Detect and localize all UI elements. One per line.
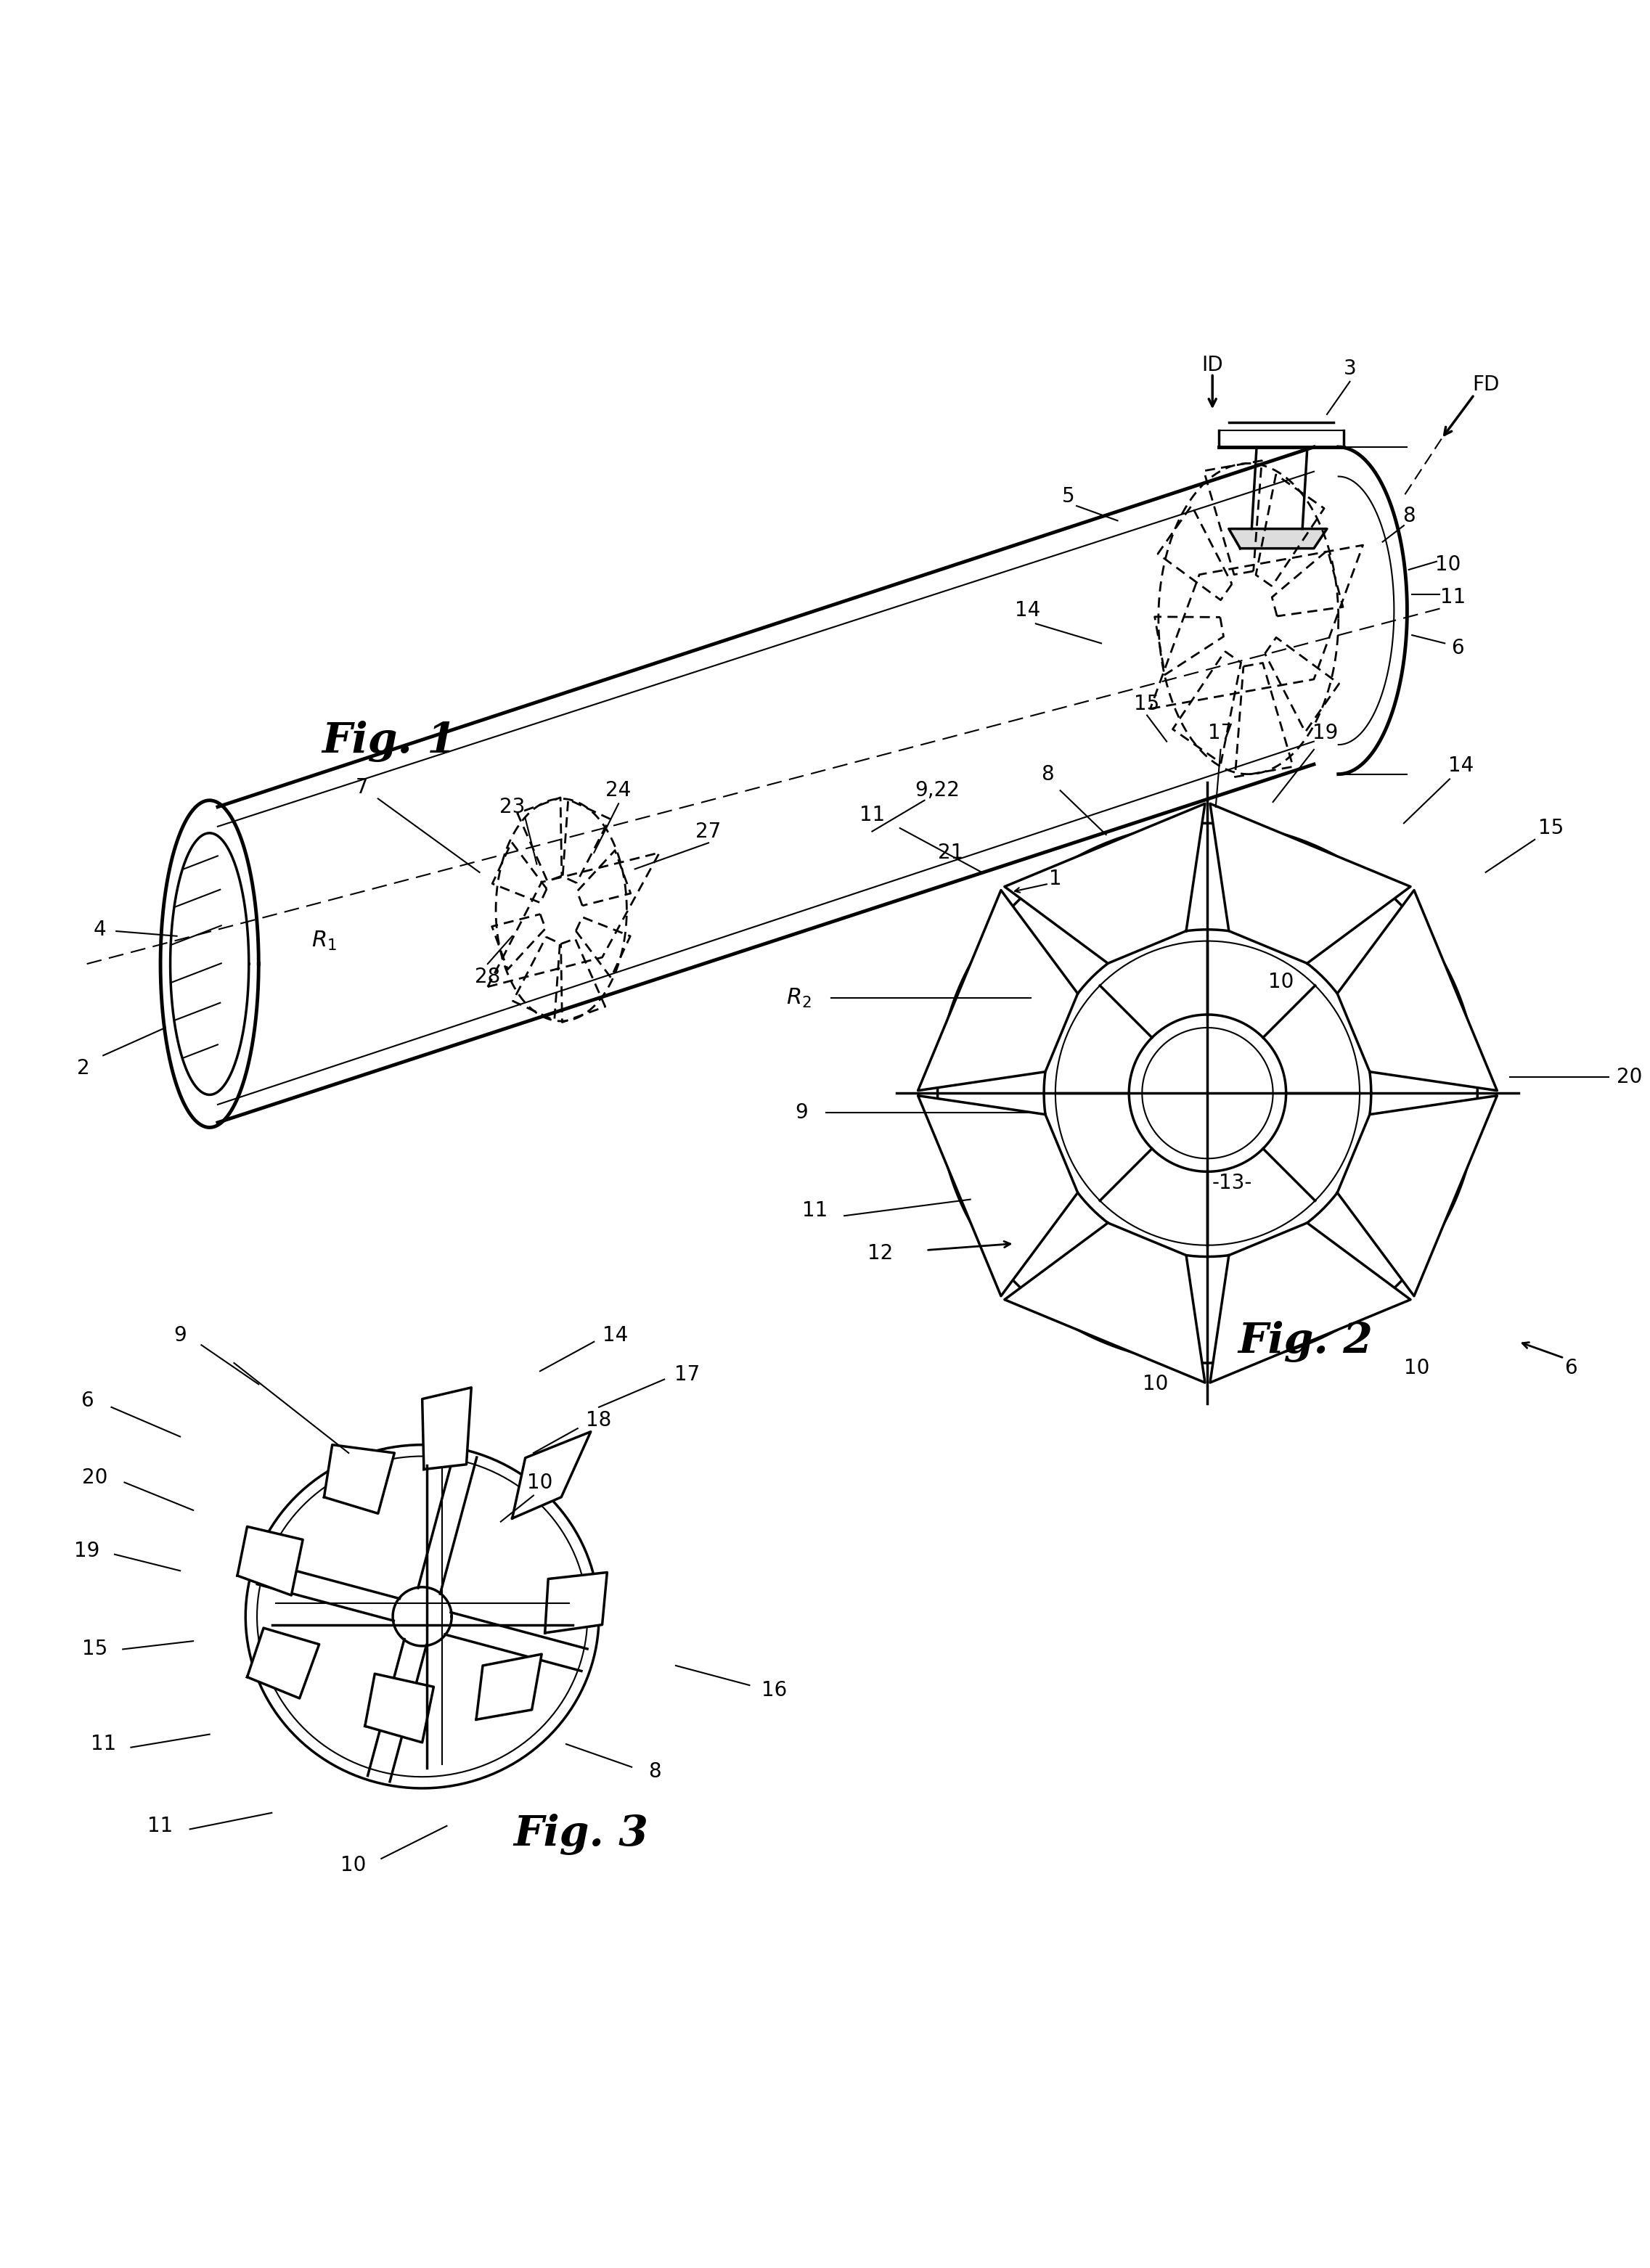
Text: 11: 11 [91,1735,116,1753]
Text: 23: 23 [500,796,525,816]
Text: 16: 16 [761,1681,787,1701]
Text: $R_2$: $R_2$ [785,987,812,1009]
Text: 6: 6 [81,1390,94,1411]
Polygon shape [917,1095,1077,1295]
Text: 14: 14 [602,1325,629,1345]
Text: 21: 21 [937,841,964,862]
Text: 9: 9 [173,1325,186,1345]
Polygon shape [544,1572,607,1633]
Text: 28: 28 [475,966,500,987]
Text: Fig. 1: Fig. 1 [322,721,457,762]
Text: 8: 8 [1041,764,1054,785]
Polygon shape [477,1653,541,1719]
Polygon shape [1209,1222,1411,1383]
Text: 10: 10 [1142,1374,1168,1395]
Text: $R_1$: $R_1$ [312,930,337,953]
Text: 10: 10 [340,1855,366,1876]
Text: 11: 11 [802,1200,828,1220]
Text: 27: 27 [696,821,721,841]
Text: ID: ID [1201,356,1223,376]
Text: 10: 10 [1269,971,1294,991]
Polygon shape [323,1445,394,1513]
Text: 3: 3 [1343,358,1356,379]
Polygon shape [1005,803,1204,964]
Polygon shape [1005,1222,1204,1383]
Text: 6: 6 [1564,1359,1577,1379]
Text: 17: 17 [675,1365,700,1383]
Text: 15: 15 [1538,819,1564,839]
Text: 1: 1 [1049,869,1061,889]
Text: 8: 8 [648,1762,662,1783]
Text: 14: 14 [1449,755,1473,776]
Polygon shape [238,1526,304,1594]
Text: 2: 2 [78,1059,91,1080]
Polygon shape [512,1431,591,1517]
Text: 9: 9 [795,1102,808,1123]
Polygon shape [248,1628,318,1699]
Text: 9,22: 9,22 [916,780,960,801]
Text: 6: 6 [1452,637,1464,658]
Text: 10: 10 [528,1472,553,1492]
Text: 14: 14 [1015,601,1041,621]
Text: 15: 15 [1134,694,1160,714]
Text: 11: 11 [147,1817,173,1837]
Polygon shape [1337,1095,1497,1295]
Polygon shape [1209,803,1411,964]
Text: 17: 17 [1208,723,1234,744]
Polygon shape [422,1388,472,1470]
Text: Fig. 2: Fig. 2 [1238,1320,1373,1363]
Text: 19: 19 [1312,723,1338,744]
Polygon shape [917,889,1077,1091]
Text: 20: 20 [83,1467,107,1488]
Text: 7: 7 [355,778,368,798]
Text: 12: 12 [868,1243,893,1263]
Text: 24: 24 [606,780,632,801]
Text: 20: 20 [1617,1066,1642,1086]
Text: FD: FD [1472,374,1500,395]
Text: 10: 10 [1404,1359,1431,1379]
Text: 11: 11 [1440,587,1465,608]
Text: 8: 8 [1402,506,1416,526]
Polygon shape [365,1674,434,1742]
Text: 19: 19 [74,1540,99,1560]
Text: -13-: -13- [1213,1173,1252,1193]
Text: 5: 5 [1063,485,1074,506]
Text: 11: 11 [860,805,884,826]
Text: 4: 4 [94,919,106,939]
Text: Fig. 3: Fig. 3 [513,1814,648,1855]
Text: 18: 18 [586,1411,612,1431]
Polygon shape [1229,528,1327,549]
Text: 15: 15 [83,1640,107,1660]
Text: 10: 10 [1436,556,1460,576]
Polygon shape [1337,889,1497,1091]
